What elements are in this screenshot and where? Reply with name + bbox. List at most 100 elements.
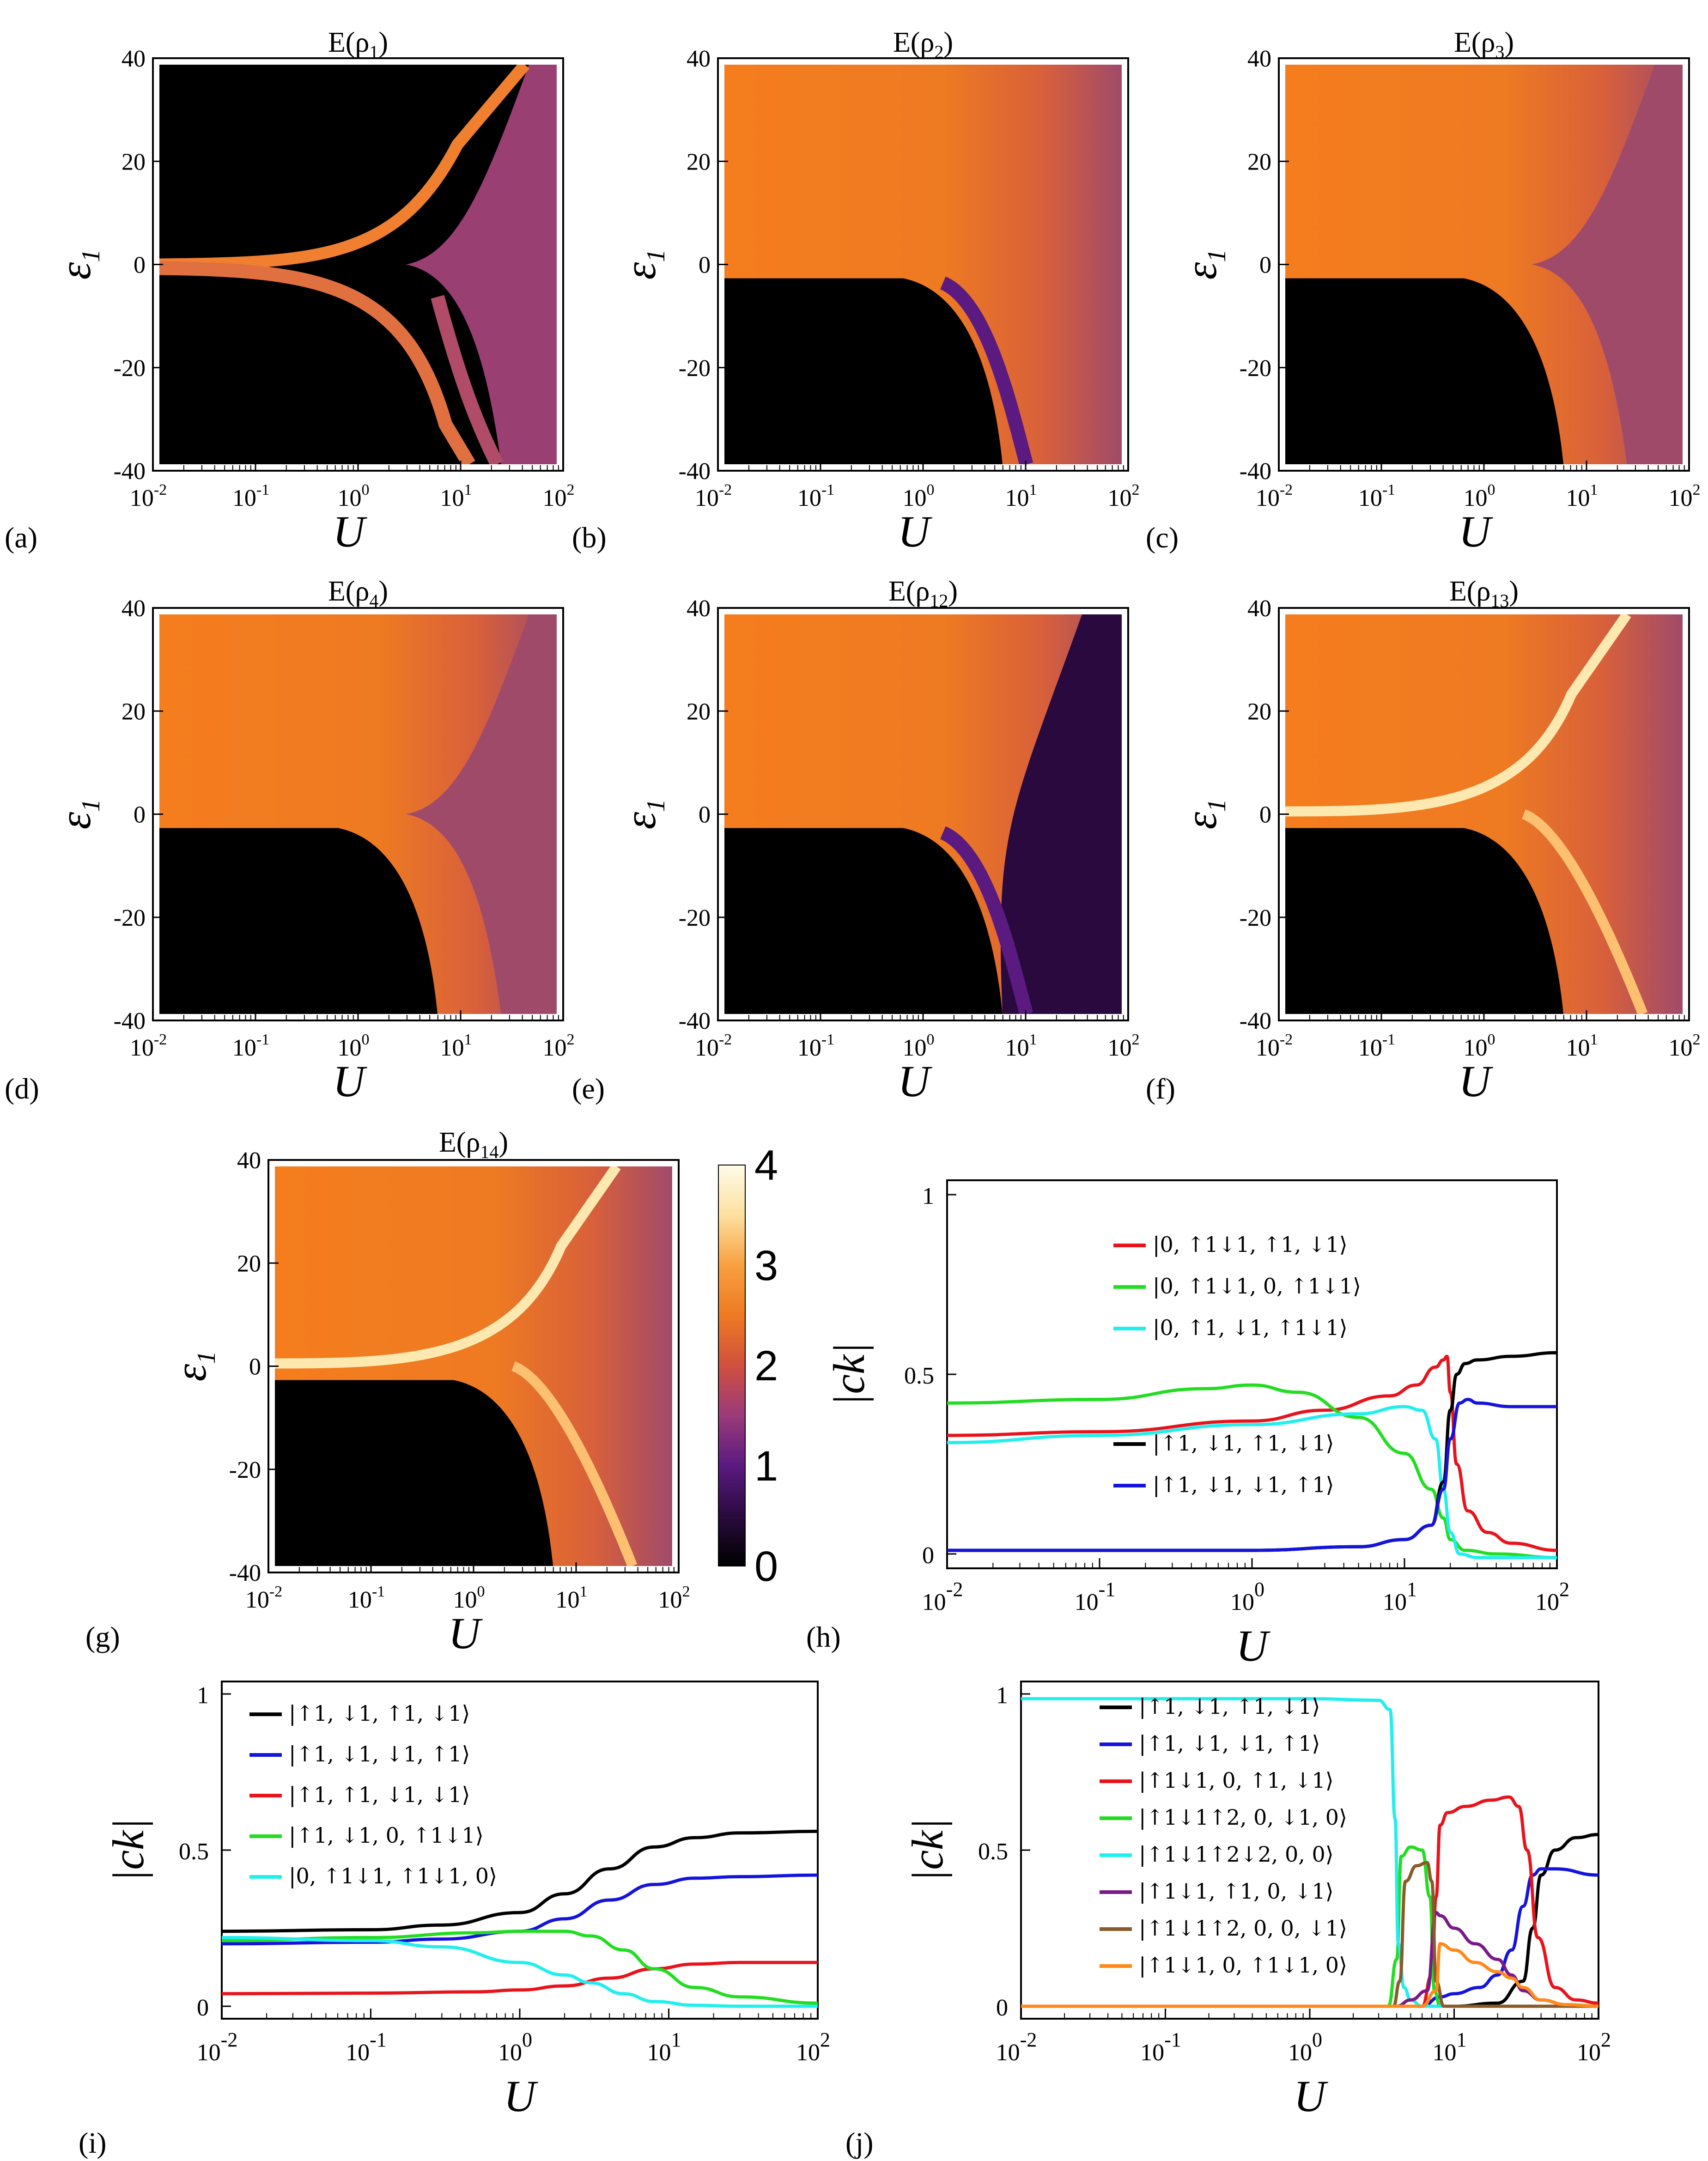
x-tick-label: 101 [1383,1578,1417,1615]
legend-entry: |↑1, ↓1, ↓1, ↑1⟩ [1139,1731,1320,1756]
x-tick-label: 10-2 [695,481,732,511]
y-tick-label: -20 [114,355,146,382]
legend-entry: |0, ↑1↓1, ↑1↓1, 0⟩ [289,1864,497,1888]
y-tick-label: 20 [687,149,711,175]
x-axis-label: U [504,2071,538,2121]
legend-entry: |↑1, ↓1, 0, ↑1↓1⟩ [289,1823,484,1848]
x-tick-label: 10-1 [797,1031,834,1061]
x-tick-label: 10-2 [130,1031,167,1061]
x-tick-label: 102 [796,2028,830,2066]
x-tick-label: 10-1 [1140,2028,1181,2066]
y-tick-label: 20 [122,698,146,725]
heatmap-field [159,614,557,1014]
legend-entry: |↑1↓1↑2↓2, 0, 0⟩ [1139,1842,1334,1867]
panel-letter: (b) [572,521,607,554]
y-tick-label: 0 [197,1995,209,2021]
x-tick-label: 102 [1669,481,1701,511]
legend-entry: |↑1, ↓1, ↓1, ↑1⟩ [1153,1472,1334,1497]
panel-title: E(ρ12) [888,576,958,611]
panel-letter: (c) [1146,521,1179,554]
panel-title: E(ρ4) [328,576,388,611]
x-axis-label: U [1459,1056,1493,1106]
x-tick-label: 100 [903,1031,935,1061]
panel-title: E(ρ2) [893,27,953,62]
x-axis-label: U [898,507,932,556]
y-axis-label: ε1 [166,1351,221,1382]
x-tick-label: 10-1 [1358,1031,1395,1061]
x-tick-label: 10-2 [245,1583,282,1613]
x-tick-label: 101 [1005,481,1037,511]
x-tick-label: 102 [1669,1031,1701,1061]
x-tick-label: 101 [1566,481,1598,511]
legend-entry: |0, ↑1, ↓1, ↑1↓1⟩ [1153,1315,1348,1340]
panel-title: E(ρ13) [1449,576,1519,611]
y-tick-label: -40 [229,1560,261,1586]
y-tick-label: 20 [687,698,711,725]
colorbar-tick-label: 4 [754,1142,778,1189]
y-tick-label: 40 [122,46,146,72]
heatmap-field [275,1166,672,1566]
panel-title: E(ρ3) [1454,27,1514,62]
x-tick-label: 100 [1288,2028,1322,2066]
y-tick-label: 0 [922,1542,934,1569]
y-tick-label: 20 [237,1250,261,1277]
y-tick-label: 40 [237,1147,261,1174]
x-tick-label: 101 [1433,2028,1467,2066]
y-tick-label: -40 [114,458,146,485]
y-tick-label: 40 [1247,595,1271,622]
heatmap-field [159,65,557,464]
x-tick-label: 102 [1108,481,1140,511]
y-tick-label: 20 [1247,149,1271,175]
colorbar-tick-label: 0 [754,1543,778,1590]
x-axis-label: U [898,1056,932,1106]
x-tick-label: 102 [1108,1031,1140,1061]
panel-letter: (e) [572,1072,605,1105]
y-tick-label: 0 [1259,802,1271,828]
y-axis-label: ε1 [50,249,105,280]
x-tick-label: 10-2 [197,2028,238,2066]
x-axis-label: U [1236,1621,1270,1670]
colorbar-tick-label: 1 [754,1443,778,1490]
y-tick-label: 1 [996,1682,1008,1709]
y-tick-label: 0.5 [904,1363,934,1389]
x-tick-label: 100 [1464,481,1495,511]
y-tick-label: -20 [679,355,711,382]
heatmap-field [1285,65,1683,464]
y-tick-label: 20 [122,149,146,175]
series-line [221,1961,818,1996]
colorbar-tick-label: 3 [754,1242,778,1289]
legend-entry: |↑1↓1, 0, ↑1, ↓1⟩ [1139,1768,1334,1793]
x-tick-label: 10-1 [797,481,834,511]
x-tick-label: 100 [498,2028,532,2066]
x-tick-label: 102 [543,1031,575,1061]
x-tick-label: 102 [658,1583,690,1613]
legend-entry: |0, ↑1↓1, ↑1, ↓1⟩ [1153,1232,1348,1257]
x-tick-label: 10-2 [1256,1031,1293,1061]
x-axis-label: U [1459,507,1493,556]
legend-entry: |↑1↓1↑2, 0, 0, ↓1⟩ [1139,1916,1347,1941]
x-tick-label: 10-1 [346,2028,387,2066]
series-line [221,1930,818,2005]
legend-entry: |↑1↓1↑2, 0, ↓1, 0⟩ [1139,1805,1347,1830]
x-tick-label: 10-2 [1256,481,1293,511]
y-tick-label: 0.5 [179,1839,209,1865]
x-tick-label: 10-1 [232,481,269,511]
x-tick-label: 100 [1230,1578,1264,1615]
series-line [1021,1697,1599,2008]
panel-letter: (f) [1146,1072,1175,1105]
y-axis-label: ε1 [1176,799,1231,830]
series-line [947,1383,1557,1560]
heatmap-field [724,614,1122,1014]
y-axis-label: ε1 [50,799,105,830]
panel-letter: (g) [85,1621,120,1653]
legend-entry: |↑1↓1, ↑1, 0, ↓1⟩ [1139,1879,1334,1904]
y-tick-label: -40 [679,458,711,485]
y-tick-label: -40 [679,1008,711,1034]
x-tick-label: 10-1 [1358,481,1395,511]
legend-entry: |↑1↓1, 0, ↑1↓1, 0⟩ [1139,1953,1347,1978]
